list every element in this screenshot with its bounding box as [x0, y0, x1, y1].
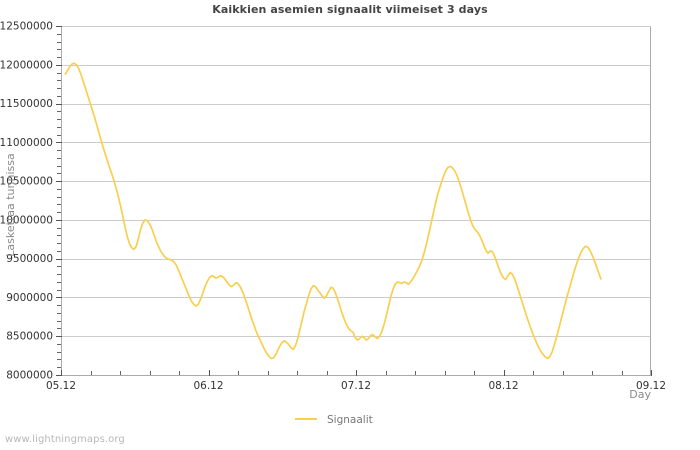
x-tick-labels-group: 05.12 06.12 07.12 08.12 09.12: [46, 380, 666, 392]
x-tick-marks-group: [61, 370, 652, 376]
y-tick-label: 11000000: [0, 137, 53, 149]
series-group: [64, 62, 602, 360]
y-tick-label: 12500000: [0, 21, 53, 33]
y-tick-label: 10000000: [0, 214, 53, 226]
axis-lines-group: [61, 26, 651, 376]
legend-label: Signaalit: [327, 414, 373, 426]
gridlines-group: [61, 26, 651, 376]
x-tick-label: 06.12: [193, 380, 223, 392]
legend: Signaalit: [295, 414, 373, 426]
y-tick-labels-group: 8000000 8500000 9000000 9500000 10000000 1050…: [0, 21, 53, 382]
y-tick-label: 10500000: [0, 176, 53, 188]
y-tick-label: 9500000: [6, 253, 53, 265]
y-tick-label: 9000000: [6, 292, 53, 304]
x-tick-label: 09.12: [636, 380, 666, 392]
y-tick-label: 8500000: [6, 331, 53, 343]
watermark-label: www.lightningmaps.org: [5, 434, 125, 445]
y-tick-label: 8000000: [6, 370, 53, 382]
y-axis-label: Laskettaa tunnissa: [4, 153, 17, 256]
y-tick-label: 12000000: [0, 59, 53, 71]
series-line-signaalit: [64, 62, 602, 360]
chart-title: Kaikkien asemien signaalit viimeiset 3 d…: [212, 3, 488, 16]
x-tick-label: 05.12: [46, 380, 76, 392]
x-tick-label: 07.12: [341, 380, 371, 392]
y-tick-label: 11500000: [0, 98, 53, 110]
y-tick-marks-group: [56, 26, 62, 376]
x-axis-label: Day: [629, 388, 651, 401]
x-tick-label: 08.12: [488, 380, 518, 392]
